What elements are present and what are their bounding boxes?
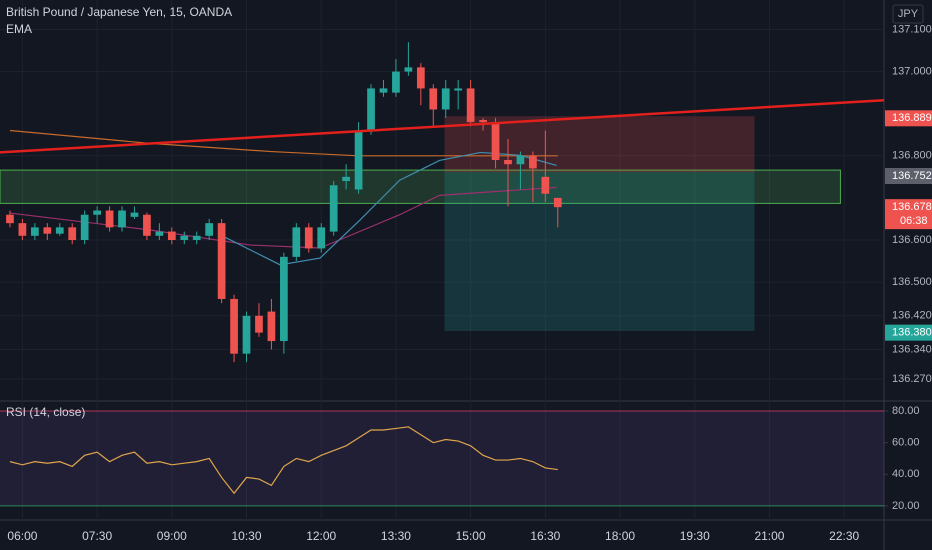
- currency-box: [892, 4, 924, 24]
- candle-body: [392, 71, 400, 93]
- candle-body: [404, 67, 413, 72]
- candle-body: [354, 130, 363, 190]
- y-tick-label: 136.500: [892, 276, 932, 288]
- candle-body: [317, 227, 326, 249]
- zone: [0, 169, 841, 204]
- currency-label: JPY: [898, 8, 919, 20]
- x-tick-label: 16:30: [530, 529, 560, 543]
- y-tick-label: 136.600: [892, 234, 932, 246]
- y-tick-label: 136.270: [892, 373, 932, 385]
- price-label-box: [885, 324, 932, 341]
- rsi-title: RSI (14, close): [6, 405, 85, 419]
- price-label-box: [885, 110, 932, 127]
- y-tick-label: 137.000: [892, 65, 932, 77]
- y-tick-label: 136.420: [892, 310, 932, 322]
- price-label-box: [885, 168, 932, 184]
- indicator-label: EMA: [6, 22, 32, 36]
- candle-body: [267, 311, 276, 342]
- x-tick-label: 18:00: [605, 529, 635, 543]
- ema-line: [9, 129, 558, 157]
- x-tick-label: 22:30: [829, 529, 859, 543]
- candle-body: [118, 210, 126, 228]
- x-tick-label: 07:30: [82, 529, 112, 543]
- candle-body: [80, 214, 89, 240]
- candle-body: [491, 122, 500, 160]
- countdown: 06:38: [900, 215, 928, 227]
- rsi-band: [0, 411, 884, 506]
- rsi-tick-label: 20.00: [892, 500, 920, 512]
- candle-body: [31, 227, 39, 236]
- price-label-box: [885, 199, 932, 230]
- x-tick-label: 19:30: [680, 529, 710, 543]
- price-label: 136.678: [892, 201, 932, 213]
- candle-body: [18, 223, 27, 236]
- rsi-tick-label: 80.00: [892, 405, 920, 417]
- candle-body: [441, 88, 450, 110]
- candle-body: [105, 210, 114, 228]
- candle-body: [553, 197, 562, 208]
- x-tick-label: 13:30: [381, 529, 411, 543]
- x-tick-label: 10:30: [232, 529, 262, 543]
- y-tick-label: 136.800: [892, 150, 932, 162]
- candle-body: [180, 235, 189, 240]
- candle-body: [454, 88, 463, 91]
- x-tick-label: 15:00: [456, 529, 486, 543]
- candle-body: [280, 256, 288, 342]
- candle-body: [55, 227, 64, 234]
- candle-body: [342, 176, 350, 182]
- candle-body: [466, 88, 475, 123]
- candle-body: [504, 160, 512, 165]
- chart-title: British Pound / Japanese Yen, 15, OANDA: [6, 5, 232, 19]
- rsi-line: [9, 426, 558, 495]
- price-label: 136.752: [892, 170, 932, 182]
- candle-body: [479, 120, 487, 123]
- candle-body: [230, 298, 238, 354]
- candle-body: [43, 227, 52, 234]
- candle-body: [379, 88, 388, 93]
- candle-body: [429, 88, 438, 110]
- candle-body: [130, 212, 139, 217]
- price-label: 136.889: [892, 112, 932, 124]
- candle-body: [217, 223, 226, 299]
- candle-body: [6, 214, 14, 224]
- candle-body: [143, 214, 151, 236]
- y-tick-label: 136.340: [892, 343, 932, 355]
- candle-body: [516, 155, 525, 165]
- y-tick-label: 137.100: [892, 23, 932, 35]
- candle-body: [541, 176, 550, 194]
- x-tick-label: 06:00: [7, 529, 37, 543]
- price-label: 136.380: [892, 327, 932, 339]
- candle-body: [529, 155, 537, 169]
- candle-body: [416, 67, 425, 89]
- candle-body: [255, 315, 263, 333]
- candle-body: [329, 185, 338, 232]
- zone: [444, 172, 755, 331]
- candle-body: [205, 223, 214, 236]
- x-tick-label: 09:00: [157, 529, 187, 543]
- rsi-tick-label: 60.00: [892, 437, 920, 449]
- candle-body: [292, 227, 301, 257]
- x-tick-label: 12:00: [306, 529, 336, 543]
- candle-body: [93, 210, 101, 215]
- ema-line: [220, 151, 557, 266]
- x-tick-label: 21:00: [754, 529, 784, 543]
- candle-body: [304, 227, 313, 249]
- candle-body: [242, 315, 251, 354]
- candle-body: [192, 235, 201, 240]
- candle-body: [68, 227, 77, 240]
- candle-body: [155, 231, 164, 236]
- candle-body: [167, 231, 176, 240]
- candle-body: [367, 88, 375, 131]
- rsi-tick-label: 40.00: [892, 468, 920, 480]
- trendline: [0, 98, 885, 154]
